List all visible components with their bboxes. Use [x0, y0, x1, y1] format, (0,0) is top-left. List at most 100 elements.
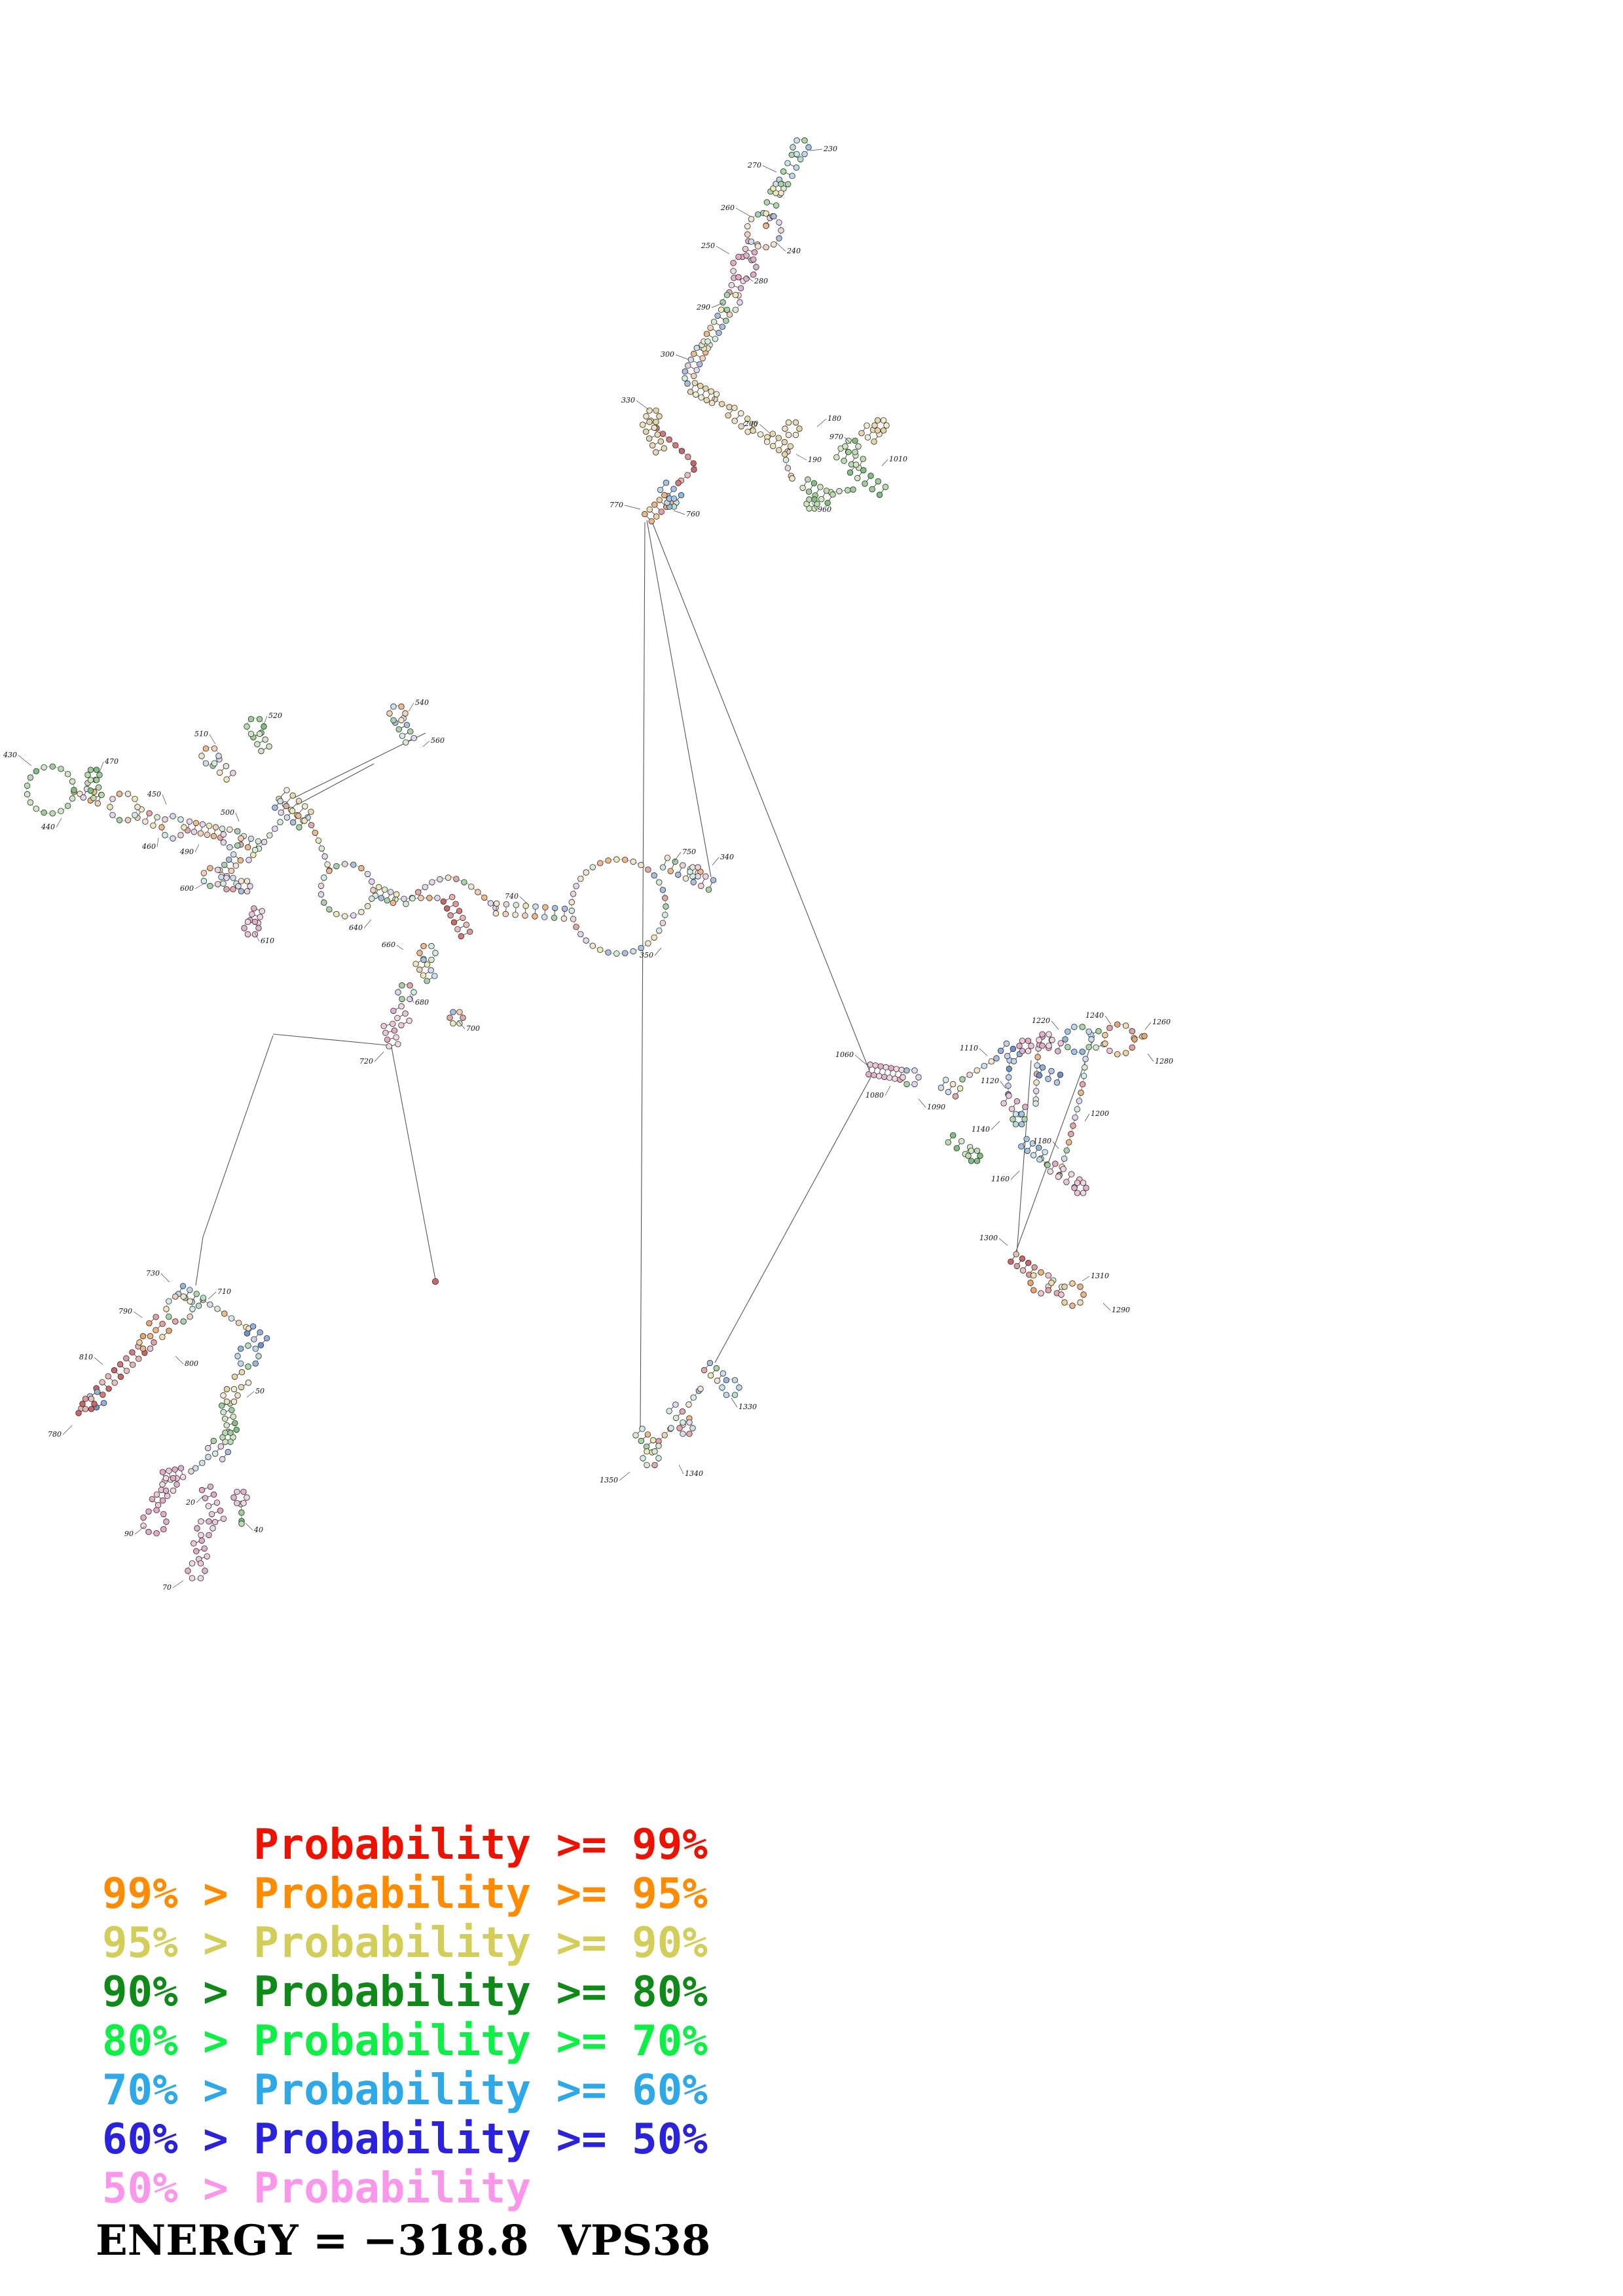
base-bead	[230, 1494, 237, 1501]
position-label: 810	[79, 1353, 93, 1361]
base-bead	[426, 895, 433, 901]
base-bead	[735, 274, 742, 281]
base-bead	[369, 895, 375, 902]
base-bead	[1106, 1024, 1113, 1031]
base-bead	[244, 844, 251, 851]
base-bead	[965, 1153, 972, 1159]
base-bead	[732, 292, 739, 298]
position-label: 760	[686, 510, 700, 518]
base-bead	[696, 361, 703, 368]
base-bead	[33, 805, 40, 812]
base-bead	[1038, 1269, 1044, 1276]
base-bead	[776, 219, 782, 226]
base-bead	[93, 777, 100, 783]
base-bead	[867, 1061, 873, 1068]
base-bead	[513, 902, 520, 908]
base-bead	[447, 1014, 453, 1021]
base-bead	[238, 1509, 245, 1516]
base-bead	[200, 870, 208, 876]
base-bead	[153, 1530, 160, 1537]
label-leader-line	[1051, 1020, 1059, 1030]
base-bead	[191, 1540, 197, 1547]
base-bead	[231, 1373, 238, 1380]
base-bead	[1039, 1042, 1046, 1049]
base-bead	[254, 741, 261, 747]
position-label: 1240	[1085, 1011, 1104, 1020]
base-bead	[661, 1432, 668, 1439]
base-bead	[206, 823, 213, 829]
base-bead	[880, 427, 887, 434]
base-bead	[697, 382, 704, 389]
base-bead	[797, 156, 804, 163]
base-bead	[1005, 1074, 1012, 1081]
base-bead	[326, 867, 333, 874]
position-label: 640	[349, 924, 363, 932]
base-bead	[191, 829, 198, 835]
base-bead	[263, 1335, 270, 1342]
base-bead	[860, 467, 867, 474]
base-bead	[98, 791, 105, 798]
base-bead	[399, 732, 406, 740]
base-bead	[1018, 1143, 1025, 1150]
base-bead	[350, 861, 357, 868]
base-bead	[226, 856, 232, 863]
base-bead	[725, 412, 731, 419]
base-bead	[738, 423, 744, 430]
base-bead	[874, 417, 881, 423]
base-bead	[350, 912, 357, 919]
base-bead	[185, 1568, 191, 1574]
label-leader-line	[1052, 1141, 1059, 1149]
base-bead	[630, 948, 636, 955]
base-bead	[197, 1560, 204, 1567]
base-bead	[656, 927, 663, 934]
base-bead	[219, 825, 226, 832]
base-bead	[223, 762, 230, 770]
label-leader-line	[1147, 1053, 1154, 1062]
base-bead	[708, 400, 716, 406]
base-bead	[255, 925, 262, 931]
label-leader-line	[844, 437, 852, 444]
base-bead	[771, 241, 777, 248]
position-label: 720	[359, 1057, 373, 1066]
base-bead	[713, 391, 720, 398]
label-leader-line	[918, 1098, 926, 1108]
base-bead	[1077, 1299, 1084, 1306]
base-bead	[283, 787, 290, 794]
label-leader-line	[246, 1391, 255, 1398]
base-bead	[384, 1036, 391, 1043]
base-bead	[1079, 1024, 1085, 1030]
base-bead	[266, 743, 272, 750]
base-bead	[1010, 1116, 1016, 1122]
base-bead	[170, 1475, 177, 1482]
base-bead	[680, 1419, 686, 1426]
base-bead	[697, 869, 704, 875]
label-leader-line	[196, 1496, 204, 1503]
base-bead	[689, 1425, 696, 1431]
base-bead	[95, 784, 102, 791]
label-leader-line	[1103, 1302, 1111, 1311]
base-bead	[883, 422, 890, 429]
position-label: 440	[41, 823, 55, 831]
base-bead	[874, 427, 881, 434]
base-bead	[613, 950, 620, 957]
base-bead	[817, 484, 824, 490]
base-bead	[651, 1448, 658, 1455]
base-bead	[693, 367, 700, 374]
base-bead	[382, 1030, 389, 1036]
base-bead	[24, 791, 31, 798]
base-bead	[748, 238, 755, 245]
base-bead	[200, 1295, 207, 1301]
base-bead	[94, 800, 101, 807]
base-bead	[649, 442, 656, 449]
base-bead	[796, 425, 803, 432]
base-bead	[468, 884, 475, 890]
base-bead	[949, 1132, 957, 1139]
base-bead	[69, 778, 76, 785]
base-bead	[1083, 1185, 1089, 1191]
label-leader-line	[208, 1291, 217, 1300]
base-bead	[1076, 1098, 1083, 1104]
base-bead	[1005, 1083, 1012, 1089]
base-bead	[1019, 1037, 1026, 1044]
base-bead	[1032, 1088, 1040, 1094]
